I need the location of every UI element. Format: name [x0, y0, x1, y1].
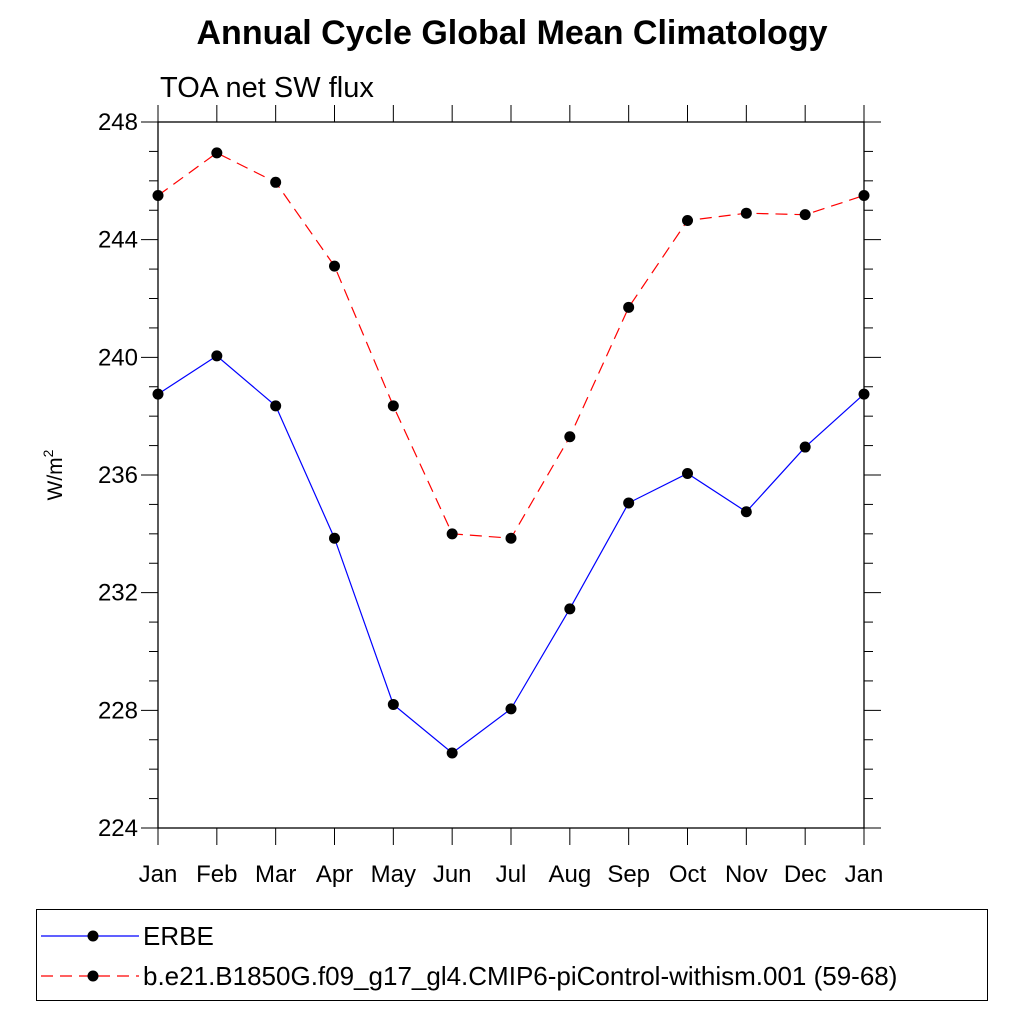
series-line-0	[157, 355, 865, 754]
legend-label: b.e21.B1850G.f09_g17_gl4.CMIP6-piControl…	[143, 961, 898, 991]
legend-item-erbe: ERBE	[37, 916, 987, 956]
y-tick-label: 244	[98, 227, 138, 254]
x-tick-label: Apr	[316, 861, 353, 888]
x-tick-label: Feb	[196, 861, 237, 888]
legend: ERBE b.e21.B1850G.f09_g17_gl4.CMIP6-piCo…	[36, 909, 988, 1001]
data-point	[564, 431, 576, 443]
x-tick-label: Jan	[845, 861, 884, 888]
data-point	[446, 528, 458, 540]
data-point	[152, 388, 164, 400]
line-chart: 224 228 232 236 240 244 248 Jan Feb Mar Apr May Jun J…	[40, 105, 884, 888]
x-tick-label: Sep	[607, 861, 650, 888]
legend-item-model: b.e21.B1850G.f09_g17_gl4.CMIP6-piControl…	[37, 956, 987, 996]
y-axis-label-superscript: 2	[40, 449, 56, 457]
data-point	[799, 441, 811, 453]
x-tick-label: Jan	[139, 861, 178, 888]
legend-swatch	[41, 970, 139, 982]
data-point	[211, 147, 223, 159]
data-point	[799, 209, 811, 221]
data-point	[623, 497, 635, 509]
data-point	[270, 400, 282, 412]
data-point	[623, 301, 635, 313]
x-tick-label: Oct	[669, 861, 707, 888]
data-point	[152, 190, 164, 202]
data-point	[387, 400, 399, 412]
data-point	[564, 603, 576, 615]
y-tick-label: 224	[98, 815, 138, 842]
x-tick-label: Aug	[548, 861, 591, 888]
data-point	[211, 350, 223, 362]
data-point	[387, 698, 399, 710]
data-point	[740, 207, 752, 219]
x-tick-label: Jun	[433, 861, 472, 888]
data-point	[505, 703, 517, 715]
data-point	[329, 260, 340, 272]
x-tick-label: May	[371, 861, 416, 888]
y-tick-label: 228	[98, 697, 138, 724]
y-axis-label: W/m2	[40, 449, 67, 500]
x-tick-label: Mar	[255, 861, 296, 888]
x-tick-label: Jul	[496, 861, 527, 888]
data-point	[682, 468, 693, 480]
data-point	[505, 532, 517, 544]
legend-label: ERBE	[143, 921, 214, 951]
data-point	[858, 388, 870, 400]
chart-title: Annual Cycle Global Mean Climatology	[196, 14, 828, 52]
data-point	[858, 190, 870, 202]
data-point	[329, 532, 340, 544]
data-point	[446, 747, 458, 759]
chart-subtitle: TOA net SW flux	[160, 72, 374, 104]
series-line-1	[157, 152, 865, 539]
y-tick-label: 240	[98, 344, 138, 371]
y-tick-label: 236	[98, 462, 138, 489]
x-tick-label: Dec	[784, 861, 827, 888]
data-point	[270, 176, 282, 188]
legend-swatch	[41, 930, 139, 942]
y-tick-label: 248	[98, 109, 138, 136]
data-point	[682, 215, 693, 227]
y-tick-label: 232	[98, 580, 138, 607]
x-tick-label: Nov	[725, 861, 768, 888]
data-point	[740, 506, 752, 518]
plot-frame	[157, 121, 865, 829]
